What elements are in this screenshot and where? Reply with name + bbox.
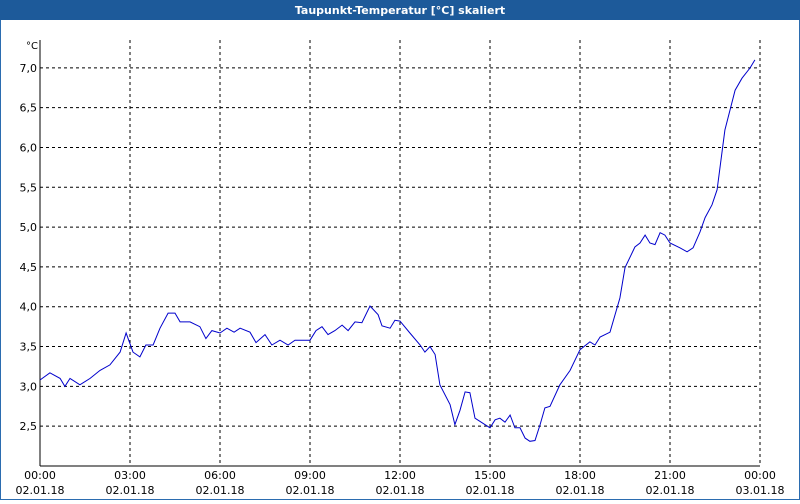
x-tick-date: 03.01.18 <box>736 484 785 497</box>
y-tick-label: 6,0 <box>20 141 38 154</box>
y-tick-label: 2,5 <box>20 420 38 433</box>
x-tick-label: 15:00 <box>474 469 506 482</box>
x-tick-date: 02.01.18 <box>376 484 425 497</box>
y-tick-label: 5,5 <box>20 181 38 194</box>
x-tick-label: 03:00 <box>114 469 146 482</box>
y-tick-label: 6,5 <box>20 102 38 115</box>
x-tick-label: 12:00 <box>384 469 416 482</box>
y-tick-label: 4,5 <box>20 261 38 274</box>
x-tick-label: 09:00 <box>294 469 326 482</box>
x-tick-label: 00:00 <box>744 469 776 482</box>
y-tick-label: 4,0 <box>20 301 38 314</box>
y-tick-label: 3,0 <box>20 380 38 393</box>
x-tick-date: 02.01.18 <box>646 484 695 497</box>
x-tick-date: 02.01.18 <box>16 484 65 497</box>
y-tick-label: 5,0 <box>20 221 38 234</box>
x-tick-date: 02.01.18 <box>286 484 335 497</box>
y-unit: °C <box>26 41 38 52</box>
chart-title: Taupunkt-Temperatur [°C] skaliert <box>295 4 505 17</box>
title-bar <box>0 0 800 20</box>
x-tick-date: 02.01.18 <box>196 484 245 497</box>
x-tick-date: 02.01.18 <box>106 484 155 497</box>
data-line <box>39 59 756 442</box>
x-tick-label: 06:00 <box>204 469 236 482</box>
x-tick-date: 02.01.18 <box>556 484 605 497</box>
y-tick-label: 7,0 <box>20 62 38 75</box>
y-tick-label: 3,5 <box>20 341 38 354</box>
x-tick-date: 02.01.18 <box>466 484 515 497</box>
x-tick-label: 00:00 <box>24 469 56 482</box>
x-tick-label: 18:00 <box>564 469 596 482</box>
x-tick-label: 21:00 <box>654 469 686 482</box>
